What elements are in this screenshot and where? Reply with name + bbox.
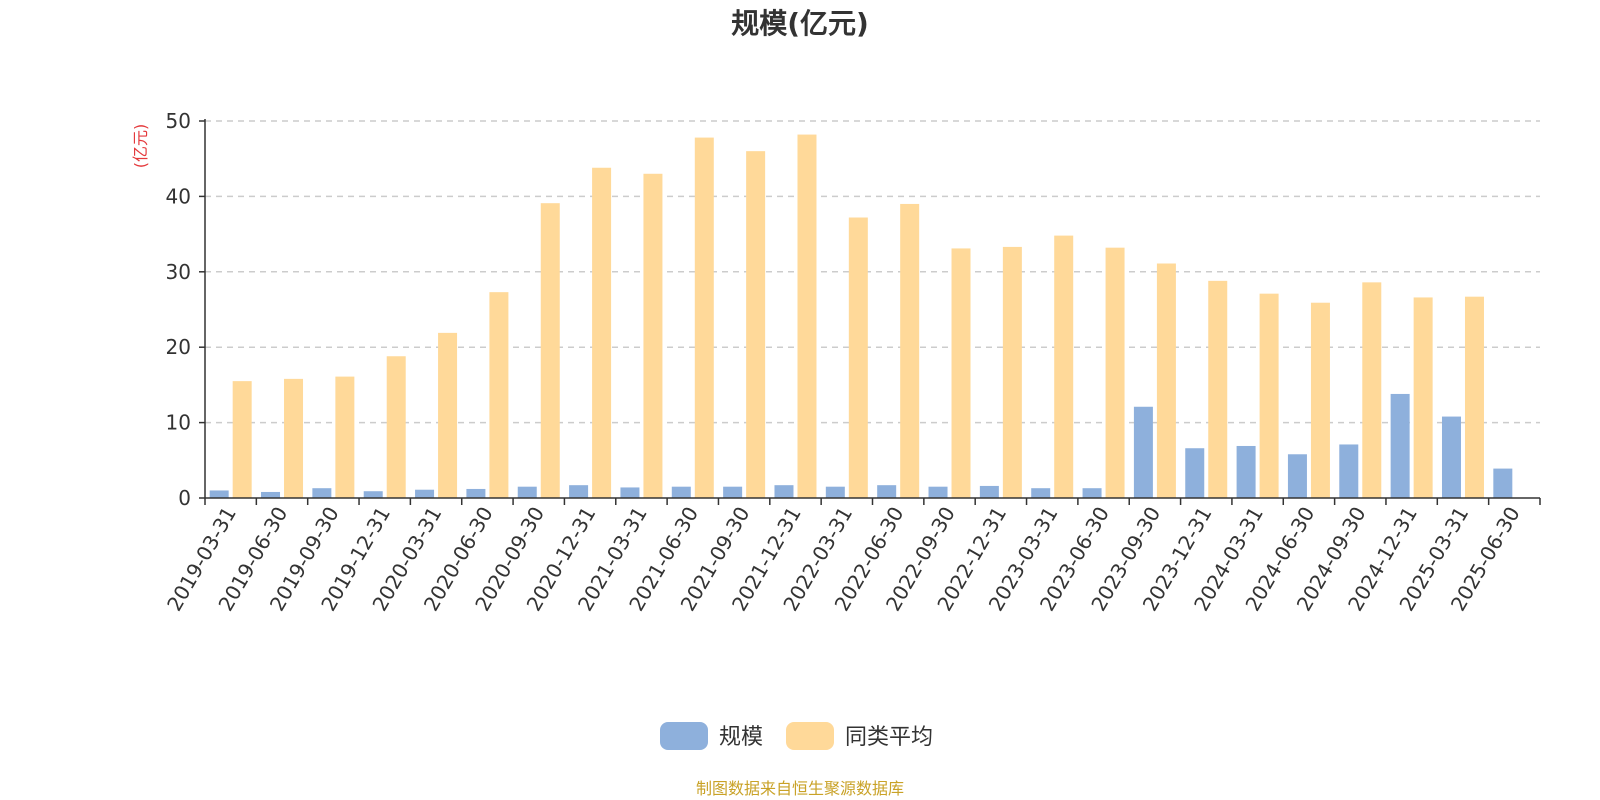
bar-peer-average xyxy=(694,137,714,498)
legend-label: 规模 xyxy=(719,725,763,750)
bar-scale xyxy=(877,485,897,498)
bar-peer-average xyxy=(746,151,766,498)
bar-scale xyxy=(979,485,999,498)
bar-peer-average xyxy=(643,173,663,498)
y-tick-label: 40 xyxy=(166,184,191,208)
legend-label: 同类平均 xyxy=(845,725,933,750)
legend-swatch xyxy=(660,722,708,750)
bar-peer-average xyxy=(489,292,509,498)
bar-scale xyxy=(363,491,383,498)
bar-scale xyxy=(671,486,691,498)
bar-peer-average xyxy=(540,203,560,498)
bar-scale xyxy=(620,487,640,498)
bar-scale xyxy=(1390,393,1410,498)
bar-peer-average xyxy=(797,134,817,498)
bar-scale xyxy=(1082,488,1102,498)
bar-peer-average xyxy=(1310,302,1330,498)
bar-peer-average xyxy=(1464,296,1484,498)
legend-item-peer-average[interactable]: 同类平均 xyxy=(786,722,933,750)
bar-peer-average xyxy=(1413,297,1433,498)
bar-scale xyxy=(1441,416,1461,498)
bar-scale xyxy=(928,486,948,498)
bar-scale xyxy=(415,489,435,498)
bar-scale xyxy=(261,491,281,498)
bar-peer-average xyxy=(1362,282,1382,498)
bar-scale xyxy=(723,486,743,498)
bar-scale xyxy=(517,486,537,498)
y-tick-label: 50 xyxy=(166,109,191,133)
legend-swatch xyxy=(786,722,834,750)
bars-layer xyxy=(209,134,1513,499)
bar-scale xyxy=(1339,444,1359,498)
legend[interactable]: 规模 同类平均 xyxy=(660,722,933,750)
y-tick-label: 30 xyxy=(166,260,191,284)
bar-peer-average xyxy=(386,356,406,498)
bar-scale xyxy=(1185,448,1205,498)
bar-peer-average xyxy=(1156,263,1176,498)
bar-scale xyxy=(1133,406,1153,498)
bar-peer-average xyxy=(335,376,355,498)
bar-peer-average xyxy=(951,248,971,498)
legend-item-scale[interactable]: 规模 xyxy=(660,722,763,750)
bar-peer-average xyxy=(438,332,458,498)
bar-peer-average xyxy=(1105,247,1125,498)
bar-peer-average xyxy=(1259,293,1279,498)
bar-peer-average xyxy=(848,217,868,498)
data-source-note: 制图数据来自恒生聚源数据库 xyxy=(696,779,904,798)
y-tick-label: 10 xyxy=(166,411,191,435)
bar-scale xyxy=(312,488,332,498)
bar-peer-average xyxy=(232,381,252,498)
bar-scale xyxy=(466,488,486,498)
bar-scale xyxy=(1031,488,1051,498)
chart-title: 规模(亿元) xyxy=(731,7,869,40)
bar-scale xyxy=(825,486,845,498)
y-tick-label: 20 xyxy=(166,335,191,359)
bar-peer-average xyxy=(284,378,304,498)
bar-peer-average xyxy=(592,167,612,499)
bar-scale xyxy=(1236,445,1256,498)
bar-scale xyxy=(1287,454,1307,498)
bar-peer-average xyxy=(1054,235,1074,498)
bar-scale xyxy=(209,490,229,498)
bar-peer-average xyxy=(1002,246,1022,498)
bar-scale xyxy=(774,485,794,498)
y-axis-unit: (亿元) xyxy=(131,124,150,169)
bar-peer-average xyxy=(900,203,920,498)
y-tick-label: 0 xyxy=(178,486,191,510)
bar-scale xyxy=(1493,468,1513,498)
bar-peer-average xyxy=(1208,280,1228,498)
bar-scale xyxy=(569,485,589,498)
